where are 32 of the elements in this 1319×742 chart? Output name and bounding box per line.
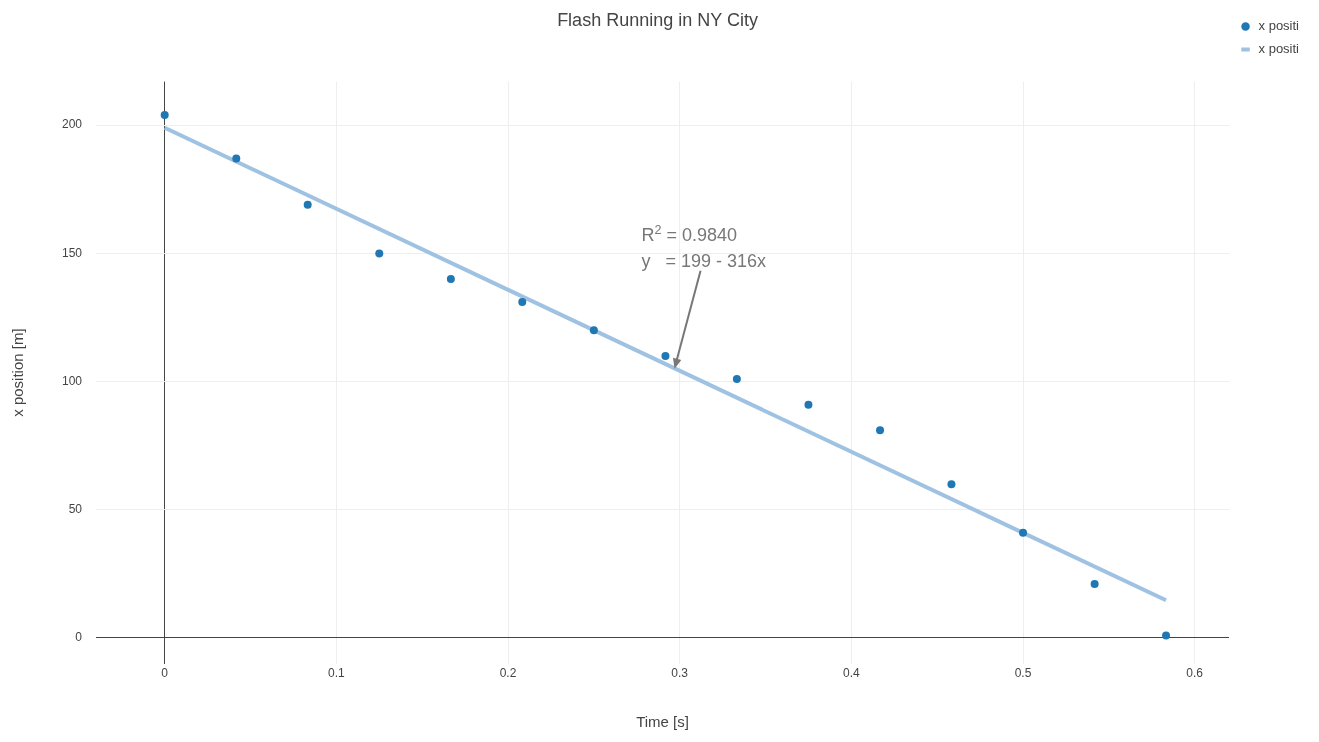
- x-tick-label: 0: [161, 666, 169, 681]
- x-tick-label: 0.6: [1186, 666, 1204, 681]
- legend-label: x positi: [1258, 41, 1300, 57]
- y-tick-label: 200: [61, 117, 83, 132]
- point: [947, 480, 956, 489]
- y-tick-label: 150: [61, 245, 83, 260]
- x-axis-title: Time [s]: [636, 713, 689, 731]
- point: [876, 426, 885, 435]
- point: [232, 154, 241, 163]
- point: [375, 249, 384, 258]
- y-axis-title: x position [m]: [9, 328, 27, 417]
- x-tick-label: 0.5: [1014, 666, 1032, 681]
- point: [732, 375, 741, 384]
- x-tick-label: 0.2: [499, 666, 517, 681]
- legend-label: x positi: [1258, 18, 1300, 34]
- point: [446, 275, 455, 284]
- point: [1090, 580, 1099, 589]
- point: [1162, 631, 1171, 640]
- x-tick-label: 0.4: [843, 666, 861, 681]
- point: [303, 200, 312, 209]
- point: [518, 298, 527, 307]
- point: [589, 326, 598, 335]
- point: [1019, 528, 1028, 537]
- y-tick-label: 0: [75, 630, 83, 645]
- chart-title: Flash Running in NY City: [557, 9, 758, 30]
- point: [804, 400, 813, 409]
- y-tick-label: 100: [61, 373, 83, 388]
- x-tick-label: 0.1: [328, 666, 346, 681]
- y-tick-label: 50: [68, 502, 83, 517]
- point: [661, 351, 670, 360]
- point: [160, 110, 169, 119]
- x-tick-label: 0.3: [671, 666, 689, 681]
